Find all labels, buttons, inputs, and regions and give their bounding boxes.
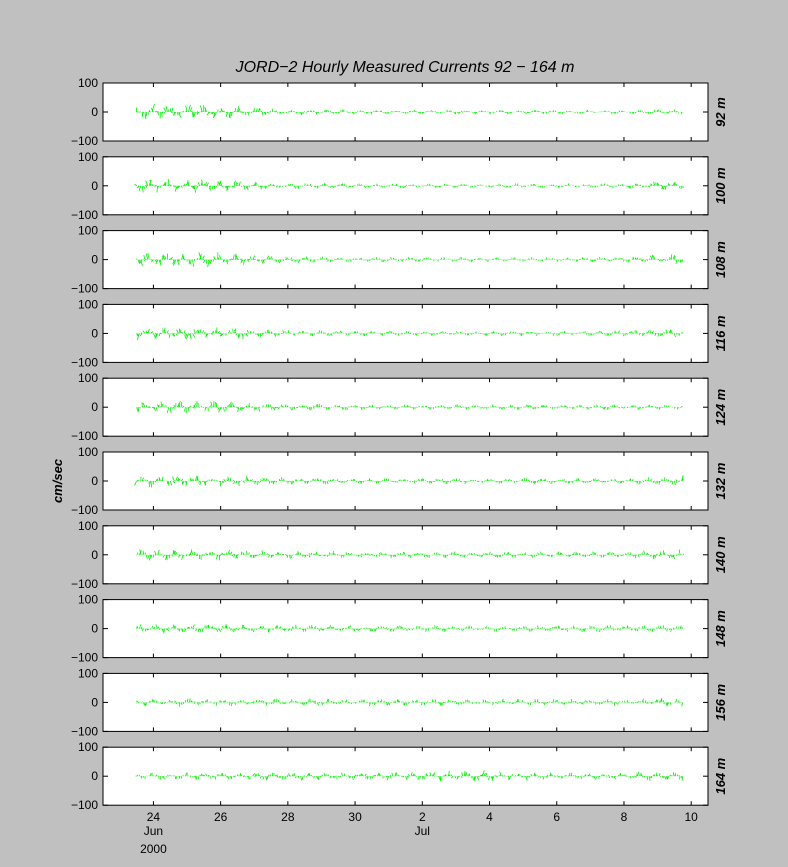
depth-label: 156 m (713, 684, 728, 721)
y-tick-label: −100 (71, 651, 98, 665)
chart-title: JORD−2 Hourly Measured Currents 92 − 164… (235, 59, 575, 76)
y-tick-label: −100 (71, 798, 98, 812)
current-vectors (136, 624, 684, 634)
y-tick-label: 0 (91, 326, 98, 340)
depth-label: 164 m (713, 757, 728, 794)
x-tick-label: 26 (214, 810, 228, 824)
x-year-label: 2000 (140, 842, 167, 856)
y-tick-label: 0 (91, 179, 98, 193)
depth-label: 132 m (713, 462, 728, 499)
x-tick-label: 4 (486, 810, 493, 824)
current-vectors (134, 179, 684, 193)
y-tick-label: 100 (78, 740, 98, 754)
depth-label: 100 m (713, 167, 728, 204)
y-tick-label: 100 (78, 224, 98, 238)
y-tick-label: 0 (91, 253, 98, 267)
y-tick-label: −100 (71, 724, 98, 738)
depth-label: 148 m (713, 610, 728, 647)
y-tick-label: 100 (78, 666, 98, 680)
y-tick-label: 0 (91, 622, 98, 636)
depth-label: 140 m (713, 536, 728, 573)
y-tick-label: 100 (78, 297, 98, 311)
x-tick-label: 24 (147, 810, 161, 824)
x-month-label: Jul (415, 824, 430, 838)
current-vectors (134, 475, 684, 488)
x-tick-label: 28 (281, 810, 295, 824)
x-tick-label: 8 (621, 810, 628, 824)
current-vectors (136, 252, 684, 268)
current-vectors (136, 549, 685, 561)
x-tick-label: 2 (419, 810, 426, 824)
y-tick-label: −100 (71, 208, 98, 222)
x-tick-label: 30 (348, 810, 362, 824)
y-axis-label: cm/sec (50, 458, 65, 503)
current-vectors (135, 770, 684, 782)
y-tick-label: −100 (71, 134, 98, 148)
depth-label: 108 m (713, 241, 728, 278)
y-tick-label: 100 (78, 593, 98, 607)
current-vectors (136, 400, 684, 414)
y-tick-label: −100 (71, 282, 98, 296)
y-tick-label: 100 (78, 150, 98, 164)
current-vectors (136, 698, 684, 707)
y-tick-label: 100 (78, 371, 98, 385)
x-tick-label: 6 (553, 810, 560, 824)
x-tick-label: 10 (685, 810, 699, 824)
current-vectors (136, 327, 684, 341)
x-month-label: Jun (144, 824, 163, 838)
y-tick-label: 0 (91, 474, 98, 488)
y-tick-label: 100 (78, 445, 98, 459)
y-tick-label: 0 (91, 695, 98, 709)
depth-label: 92 m (713, 97, 728, 127)
y-tick-label: −100 (71, 355, 98, 369)
depth-label: 116 m (713, 315, 728, 351)
y-tick-label: 100 (78, 76, 98, 90)
y-tick-label: 0 (91, 105, 98, 119)
y-tick-label: 0 (91, 400, 98, 414)
y-tick-label: 100 (78, 519, 98, 533)
y-tick-label: −100 (71, 577, 98, 591)
current-vectors (135, 103, 684, 120)
y-tick-label: −100 (71, 429, 98, 443)
y-tick-label: 0 (91, 548, 98, 562)
y-tick-label: −100 (71, 503, 98, 517)
depth-label: 124 m (713, 388, 728, 425)
y-tick-label: 0 (91, 769, 98, 783)
